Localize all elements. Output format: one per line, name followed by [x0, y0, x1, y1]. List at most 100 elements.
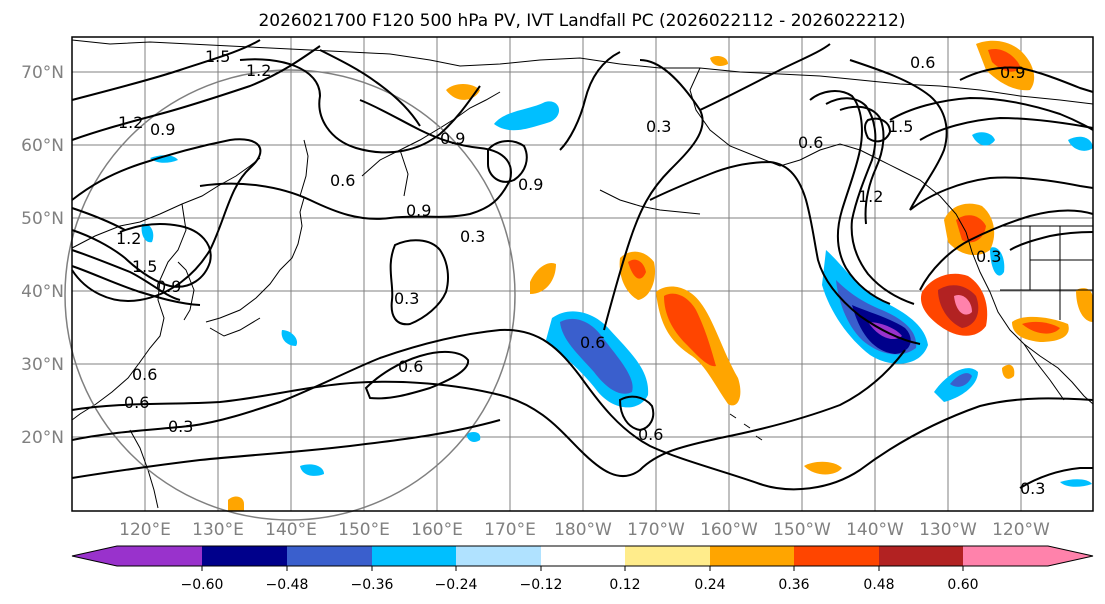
contour-label: 1.2: [858, 187, 883, 206]
coastline-asia-mainland: [71, 157, 261, 421]
negative-anomaly-patch: [150, 155, 178, 163]
pv-contour: [699, 43, 831, 111]
positive-anomaly-patch: [1002, 364, 1015, 379]
colorbar-tick-label: −0.36: [351, 577, 394, 593]
positive-anomaly-patch-core: [988, 48, 1020, 72]
lon-label: 150°W: [773, 520, 831, 540]
contour-label: 1.5: [205, 47, 230, 66]
contour-label: 1.2: [118, 113, 143, 132]
pv-contour: [839, 105, 885, 225]
pv-contour: [919, 116, 1094, 141]
colorbar-tick-label: −0.12: [520, 577, 563, 593]
contour-label: 0.6: [132, 365, 157, 384]
contour-label: 0.6: [638, 425, 663, 444]
pv-contour: [959, 66, 1094, 93]
pv-contour: [319, 49, 421, 127]
pv-contour: [71, 223, 212, 288]
lon-label: 140°W: [846, 520, 904, 540]
coastline-north-america-west: [965, 231, 1094, 405]
pv-contour: [864, 117, 892, 143]
contour-label: 0.9: [518, 175, 543, 194]
lon-label: 160°E: [411, 520, 463, 540]
colorbar-tick-label: −0.24: [435, 577, 478, 593]
colorbar-tick-label: 0.60: [947, 577, 978, 593]
pv-contour: [71, 138, 262, 302]
contour-label: 0.9: [1000, 63, 1025, 82]
coastline-hawaii: [729, 413, 763, 441]
negative-anomaly-patch-core: [560, 318, 633, 394]
coastline-alaska: [619, 63, 967, 233]
pv-contours: [71, 39, 1094, 491]
pv-contour: [487, 140, 528, 183]
lat-label: 70°N: [21, 63, 64, 83]
negative-anomaly-patch: [1068, 136, 1093, 151]
pv-contour: [389, 239, 449, 326]
pv-contour: [71, 349, 906, 477]
positive-anomaly-patch: [446, 84, 480, 100]
colorbar-tick-label: 0.12: [609, 577, 640, 593]
lat-label: 50°N: [21, 209, 64, 229]
contour-label: 0.6: [398, 357, 423, 376]
coastline-sakhalin: [299, 139, 309, 197]
pv-contour: [1009, 231, 1094, 251]
latitude-labels: 70°N 60°N 50°N 40°N 30°N 20°N: [21, 63, 64, 448]
lat-label: 20°N: [21, 428, 64, 448]
lon-label: 130°E: [192, 520, 244, 540]
pv-contour: [1019, 467, 1093, 489]
contour-label: 1.2: [246, 61, 271, 80]
pv-contour: [199, 99, 512, 220]
colorbar-segment-7: [710, 546, 794, 566]
colorbar-tick-label: 0.48: [863, 577, 894, 593]
lon-label: 160°W: [700, 520, 758, 540]
contour-label: 0.9: [406, 201, 431, 220]
contour-label: 0.3: [460, 227, 485, 246]
pv-contour: [809, 90, 891, 305]
lat-label: 30°N: [21, 355, 64, 375]
colorbar-segment-4: [456, 546, 541, 566]
colorbar-segment-2: [287, 546, 372, 566]
border-us-states: [1000, 226, 1093, 320]
negative-anomaly-patch: [972, 132, 995, 146]
colorbar-segment-9: [879, 546, 963, 566]
colorbar-segment-5: [541, 546, 625, 566]
contour-label: 0.6: [124, 393, 149, 412]
positive-anomaly-patch: [710, 56, 728, 66]
colorbar-segment-0: [72, 546, 202, 566]
pv-contour: [71, 328, 1094, 491]
contour-label: 0.3: [168, 417, 193, 436]
lon-label: 120°E: [119, 520, 171, 540]
pv-contour: [919, 209, 1094, 291]
contour-label: 1.5: [888, 117, 913, 136]
coastline-korea: [177, 261, 195, 321]
map-frame: [71, 36, 1094, 512]
pv-contour: [71, 39, 261, 101]
colorbar-segment-10: [963, 546, 1093, 566]
coastline-baja: [1023, 343, 1065, 401]
negative-anomaly-patch: [281, 330, 298, 346]
positive-anomaly-patch-core: [628, 259, 646, 279]
colorbar-segment-8: [794, 546, 879, 566]
pv-contour: [71, 249, 181, 301]
coastline-canada-north: [819, 75, 1094, 105]
lat-label: 60°N: [21, 136, 64, 156]
contour-label: 0.6: [330, 171, 355, 190]
coastline-japan: [205, 197, 305, 337]
pv-contour: [909, 176, 1094, 211]
contour-label: 0.3: [1020, 479, 1045, 498]
lon-label: 130°W: [919, 520, 977, 540]
positive-anomaly-patch: [804, 461, 842, 475]
contour-label: 1.5: [132, 257, 157, 276]
pv-contour: [889, 96, 1094, 131]
contour-label: 0.9: [156, 277, 181, 296]
negative-anomaly-patch: [494, 101, 560, 131]
negative-anomaly-patch: [141, 223, 154, 243]
lon-label: 170°W: [627, 520, 685, 540]
positive-anomaly-patch-max: [954, 294, 972, 315]
coastlines: [71, 39, 1094, 509]
lon-label: 170°E: [484, 520, 536, 540]
contour-label: 0.6: [910, 53, 935, 72]
positive-anomaly-patch: [1076, 288, 1093, 322]
coastline-siberia-north: [71, 39, 621, 67]
contour-label: 0.3: [394, 289, 419, 308]
